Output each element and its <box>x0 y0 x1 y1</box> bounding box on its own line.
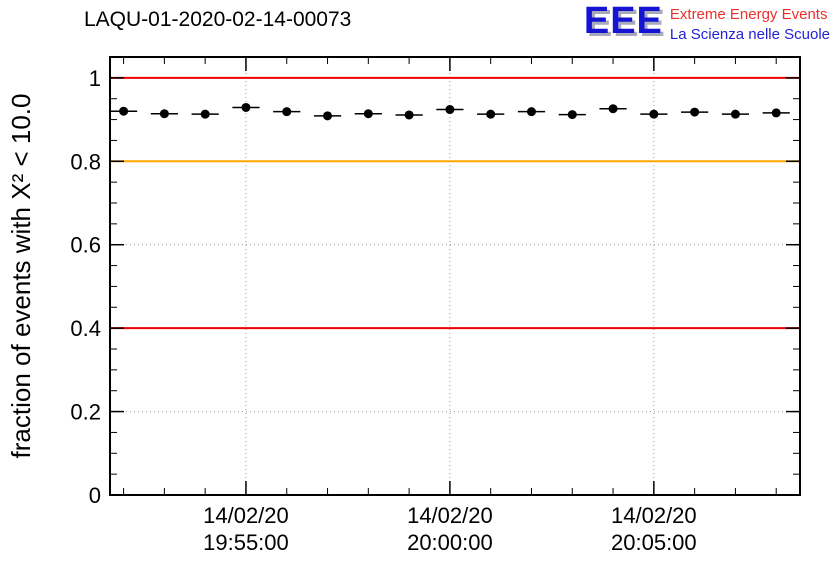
y-tick-label: 0.4 <box>70 316 101 341</box>
data-point <box>445 105 455 115</box>
data-point <box>526 107 536 117</box>
data-point <box>404 110 414 120</box>
eee-logo-acronym: EEE <box>583 0 663 42</box>
data-point <box>200 109 210 119</box>
data-point <box>282 107 292 117</box>
plot-frame <box>109 56 801 496</box>
eee-logo: EEE Extreme Energy Events La Scienza nel… <box>583 0 830 44</box>
eee-logo-line1: Extreme Energy Events <box>669 6 828 23</box>
data-point <box>363 109 373 119</box>
eee-logo-text: Extreme Energy Events La Scienza nelle S… <box>670 3 830 44</box>
y-axis-label: fraction of events with X² < 10.0 <box>6 94 36 459</box>
data-point <box>608 104 618 114</box>
x-tick-date-label: 14/02/20 <box>407 503 493 528</box>
data-point <box>159 109 169 119</box>
data-point <box>690 107 700 117</box>
data-point <box>730 109 740 119</box>
y-tick-label: 0.8 <box>70 149 101 174</box>
data-point <box>486 109 496 119</box>
eee-logo-line2: La Scienza nelle Scuole <box>669 25 830 43</box>
x-tick-time-label: 20:05:00 <box>611 530 697 555</box>
page-title: LAQU-01-2020-02-14-00073 <box>84 8 352 31</box>
y-tick-label: 0.2 <box>70 400 101 425</box>
x-tick-date-label: 14/02/20 <box>611 503 697 528</box>
data-point <box>567 110 577 120</box>
y-tick-label: 1 <box>89 66 101 91</box>
data-point <box>241 102 251 112</box>
data-point <box>323 111 333 121</box>
x-tick-time-label: 20:00:00 <box>407 530 493 555</box>
data-point <box>119 106 129 116</box>
data-point <box>649 109 659 119</box>
x-tick-time-label: 19:55:00 <box>203 530 289 555</box>
y-tick-label: 0 <box>89 483 101 508</box>
x-tick-date-label: 14/02/20 <box>203 503 289 528</box>
data-point <box>771 108 781 118</box>
y-tick-label: 0.6 <box>70 233 101 258</box>
